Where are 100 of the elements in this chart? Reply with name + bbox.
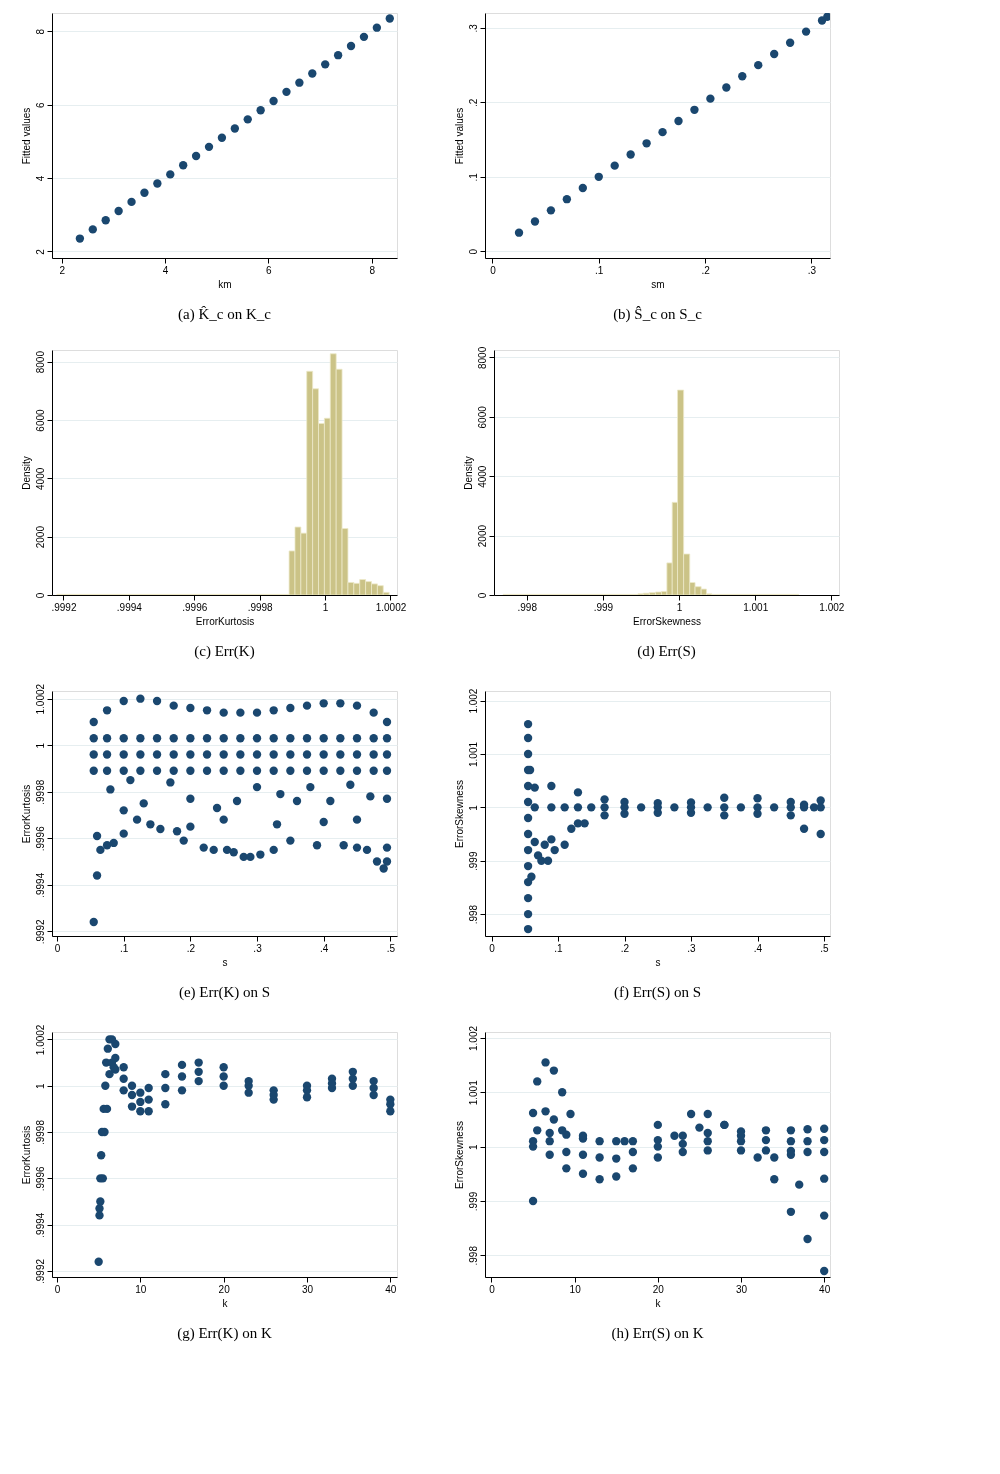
y-tick-label: 1: [34, 742, 46, 749]
point: [308, 69, 317, 78]
point: [101, 216, 110, 225]
point: [179, 161, 188, 170]
y-axis-title: Density: [462, 456, 474, 490]
x-tick-label: .1: [595, 264, 604, 276]
text: (b) Ŝ_c on S_c: [613, 306, 703, 323]
x-tick-label: 8: [369, 264, 376, 276]
text: (a) K̂_c on K_c: [178, 306, 272, 323]
x-tick-label: .4: [320, 942, 329, 954]
point: [674, 116, 683, 126]
x-tick-label: 0: [54, 942, 61, 954]
point: [372, 23, 382, 32]
x-axis-title: k: [655, 1297, 662, 1309]
y-tick-label: 2: [34, 248, 46, 255]
point: [706, 94, 715, 103]
y-tick-label: 4: [34, 175, 46, 182]
y-tick-label: 1.002: [467, 688, 479, 714]
y-tick-label: .9996: [34, 825, 46, 852]
y-tick-label: 2000: [476, 524, 488, 548]
point: [333, 51, 343, 60]
x-axis-title: k: [222, 1297, 229, 1309]
x-axis-title: ErrorSkewness: [633, 615, 701, 627]
point: [626, 150, 635, 159]
x-tick-label: .9996: [182, 601, 208, 613]
point: [75, 234, 85, 243]
point: [346, 41, 356, 51]
y-tick-label: 1.001: [467, 1079, 479, 1106]
point: [658, 127, 667, 137]
text: (e) Err(K) on S: [178, 984, 271, 1001]
point: [359, 32, 369, 42]
point: [817, 16, 827, 25]
point: [385, 14, 394, 23]
point: [256, 106, 265, 115]
y-tick-label: 6: [34, 101, 46, 108]
text: (h) Err(S) on K: [611, 1325, 704, 1342]
point: [282, 87, 291, 97]
point: [321, 60, 330, 69]
y-tick-label: .9994: [34, 1212, 46, 1238]
point: [530, 217, 540, 226]
point: [127, 197, 136, 207]
y-tick-label: 6000: [476, 405, 488, 429]
y-axis-title: ErrorSkewness: [453, 780, 465, 848]
x-tick-label: .3: [253, 942, 263, 954]
x-tick-label: 1: [322, 601, 329, 613]
x-tick-label: .9998: [247, 601, 274, 613]
x-tick-label: .2: [620, 942, 630, 954]
y-tick-label: 2000: [34, 525, 46, 549]
point: [642, 139, 651, 148]
y-tick-label: .9998: [34, 1119, 46, 1146]
point: [785, 38, 795, 47]
x-tick-label: .2: [701, 264, 711, 276]
y-tick-label: 0: [34, 592, 46, 599]
y-tick-label: 1.002: [467, 1025, 479, 1051]
y-tick-label: 8: [34, 28, 46, 35]
point: [217, 133, 227, 142]
point: [153, 179, 162, 188]
x-tick-label: .1: [120, 942, 129, 954]
x-tick-label: 20: [218, 1283, 231, 1295]
y-tick-label: 1: [467, 804, 479, 811]
point: [88, 225, 97, 234]
point: [269, 96, 278, 106]
text: (f) Err(S) on S: [613, 984, 702, 1001]
x-tick-label: 6: [266, 264, 273, 276]
x-tick-label: .5: [820, 942, 830, 954]
y-axis-title: ErrorKurtosis: [20, 784, 32, 844]
point: [204, 142, 214, 152]
x-tick-label: 1: [676, 601, 683, 613]
y-tick-label: 8000: [34, 350, 46, 374]
x-tick-label: .9994: [116, 601, 143, 613]
point: [514, 228, 524, 237]
x-tick-label: .999: [593, 601, 614, 613]
point: [594, 172, 603, 181]
x-tick-label: 30: [301, 1283, 314, 1295]
x-tick-label: 30: [735, 1283, 748, 1295]
point: [754, 60, 763, 70]
x-tick-label: 1.001: [743, 601, 769, 613]
y-axis-title: ErrorKurtosis: [20, 1125, 32, 1185]
x-tick-label: .5: [386, 942, 396, 954]
point: [578, 183, 587, 193]
y-tick-label: .2: [467, 98, 479, 108]
x-tick-label: 10: [135, 1283, 147, 1295]
x-tick-label: .9992: [51, 601, 77, 613]
point: [230, 124, 240, 133]
x-tick-label: 0: [489, 1283, 496, 1295]
x-tick-label: 1.002: [819, 601, 845, 613]
y-tick-label: 6000: [34, 408, 46, 432]
x-tick-label: .998: [517, 601, 538, 613]
y-tick-label: .998: [467, 904, 479, 925]
point: [243, 115, 252, 124]
y-tick-label: 4000: [34, 467, 46, 490]
point: [738, 72, 747, 81]
x-tick-label: .4: [753, 942, 763, 954]
y-tick-label: .1: [467, 172, 479, 182]
y-tick-label: .9996: [34, 1165, 46, 1192]
x-tick-label: 40: [385, 1283, 397, 1295]
point: [610, 161, 619, 170]
y-tick-label: .999: [467, 851, 479, 871]
point: [295, 78, 304, 87]
y-axis-title: Fitted values: [20, 107, 32, 165]
